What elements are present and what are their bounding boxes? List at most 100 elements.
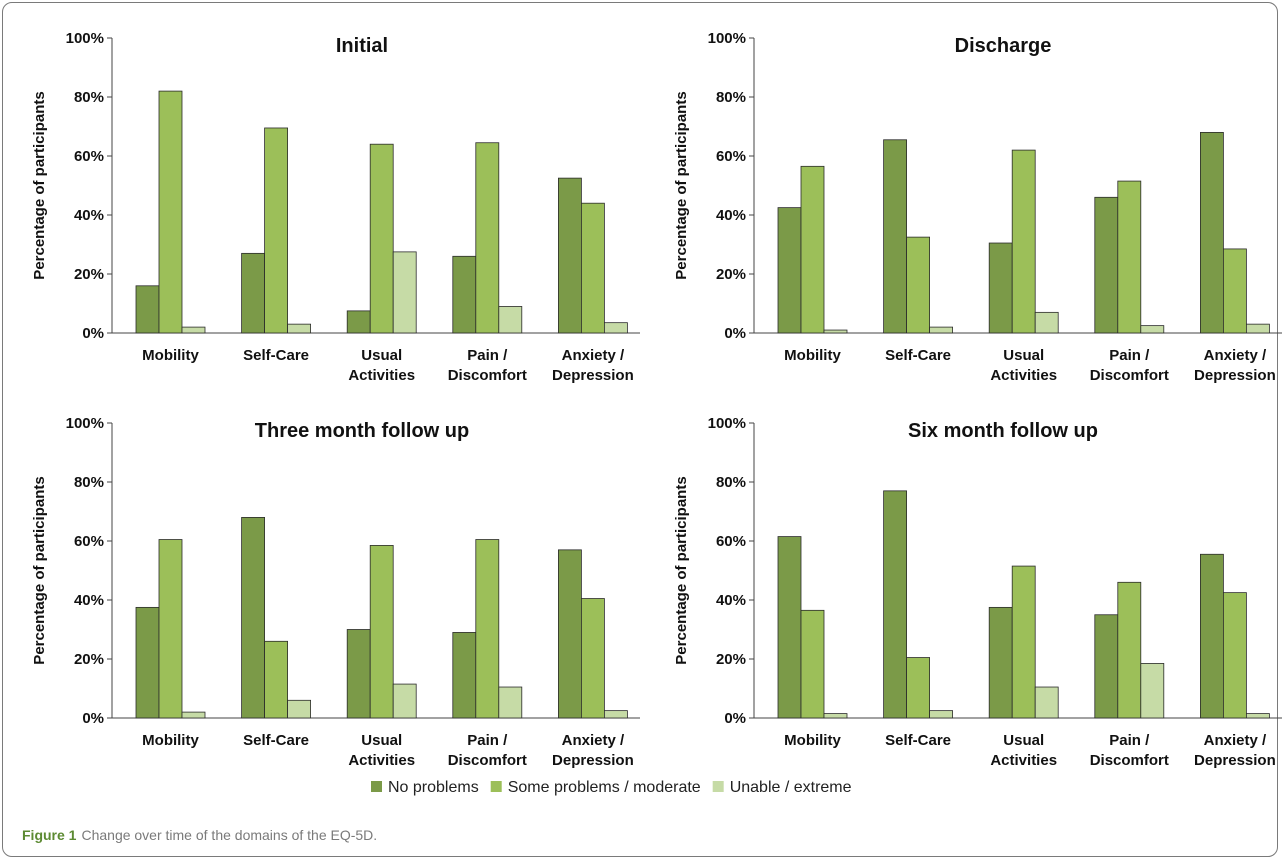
y-tick-label: 100%	[708, 415, 746, 432]
bar	[264, 640, 289, 719]
bar	[181, 711, 206, 719]
bar	[241, 252, 266, 334]
x-tick-label: Discomfort	[1090, 752, 1169, 769]
bar	[1223, 248, 1247, 334]
legend-label: Unable / extreme	[730, 779, 852, 796]
y-tick-label: 40%	[716, 207, 746, 224]
x-tick-label: Usual	[1003, 732, 1044, 749]
y-tick-label: 100%	[66, 30, 104, 47]
y-axis-label: Percentage of participants	[673, 91, 690, 279]
x-tick-label: Usual	[361, 347, 402, 364]
bar	[823, 713, 848, 719]
bar	[988, 606, 1013, 719]
x-tick-label: Depression	[552, 752, 634, 769]
bar	[883, 490, 907, 719]
bar	[135, 606, 160, 719]
bar	[581, 202, 605, 334]
bar	[346, 629, 371, 719]
bar	[475, 142, 500, 334]
bar	[581, 598, 605, 719]
bar	[392, 251, 417, 334]
bar	[1094, 614, 1119, 719]
bar	[800, 609, 825, 719]
chart-title: Discharge	[955, 35, 1052, 57]
y-tick-label: 0%	[724, 710, 746, 727]
x-tick-label: Self-Care	[243, 347, 309, 364]
bar	[1200, 131, 1224, 334]
x-tick-label: Mobility	[142, 347, 199, 364]
x-tick-label: Activities	[990, 367, 1057, 384]
bar	[287, 323, 312, 334]
legend-label: Some problems / moderate	[508, 779, 701, 796]
y-tick-label: 0%	[82, 710, 104, 727]
bar	[929, 710, 953, 719]
bar	[800, 165, 825, 334]
bar	[346, 310, 371, 334]
x-tick-label: Pain /	[1109, 347, 1150, 364]
x-tick-label: Self-Care	[885, 732, 951, 749]
bar	[777, 536, 802, 719]
x-tick-label: Depression	[1194, 752, 1276, 769]
x-tick-label: Anxiety /	[1204, 732, 1267, 749]
bar	[1140, 663, 1165, 719]
x-tick-label: Depression	[552, 367, 634, 384]
x-tick-label: Activities	[348, 752, 415, 769]
bar	[929, 326, 953, 334]
bar	[369, 545, 394, 719]
bar	[1034, 311, 1059, 334]
bar	[241, 517, 266, 719]
bar	[135, 285, 160, 334]
chart-panel-initial: Initial Percentage of participants 0% 20% 40…	[31, 30, 640, 384]
bar	[1117, 180, 1142, 334]
x-tick-label: Mobility	[784, 347, 841, 364]
y-tick-label: 60%	[74, 533, 104, 550]
bar	[906, 657, 930, 719]
bar	[1034, 686, 1059, 719]
caption-label: Figure 1	[22, 827, 77, 843]
y-tick-label: 100%	[66, 415, 104, 432]
bar	[823, 329, 848, 334]
bar	[1246, 323, 1270, 334]
chart-title: Initial	[336, 35, 388, 57]
y-tick-label: 80%	[74, 89, 104, 106]
legend-swatch	[712, 781, 724, 792]
bar	[1094, 196, 1119, 334]
y-axis-label: Percentage of participants	[673, 476, 690, 664]
y-tick-label: 80%	[716, 474, 746, 491]
chart-panel-three-month: Three month follow up Percentage of parti…	[31, 415, 640, 769]
bar	[1011, 565, 1036, 719]
x-tick-label: Pain /	[467, 347, 508, 364]
bar	[1200, 553, 1224, 719]
legend-label: No problems	[388, 779, 479, 796]
x-tick-label: Discomfort	[448, 367, 527, 384]
x-tick-label: Discomfort	[1090, 367, 1169, 384]
y-tick-label: 80%	[74, 474, 104, 491]
caption-text: Change over time of the domains of the E…	[81, 827, 378, 843]
figure-caption: Figure 1 Change over time of the domains …	[22, 827, 377, 843]
x-tick-label: Mobility	[784, 732, 841, 749]
y-tick-label: 60%	[716, 148, 746, 165]
bar	[1140, 325, 1165, 334]
bar	[264, 127, 289, 334]
x-tick-label: Depression	[1194, 367, 1276, 384]
y-tick-label: 40%	[74, 592, 104, 609]
bar	[475, 539, 500, 719]
bar	[558, 177, 582, 334]
bar	[181, 326, 206, 334]
x-tick-label: Anxiety /	[1204, 347, 1267, 364]
x-tick-label: Self-Care	[885, 347, 951, 364]
bar	[452, 632, 477, 719]
bar	[1223, 592, 1247, 719]
bar	[369, 143, 394, 334]
y-tick-label: 20%	[74, 266, 104, 283]
x-tick-label: Discomfort	[448, 752, 527, 769]
x-tick-label: Usual	[1003, 347, 1044, 364]
y-tick-label: 80%	[716, 89, 746, 106]
legend-swatch	[371, 781, 382, 792]
x-tick-label: Anxiety /	[562, 347, 625, 364]
bar	[1117, 581, 1142, 719]
chart-panel-discharge: Discharge Percentage of participants 0% 20%…	[673, 30, 1282, 384]
chart-title: Six month follow up	[908, 420, 1098, 442]
x-tick-label: Usual	[361, 732, 402, 749]
